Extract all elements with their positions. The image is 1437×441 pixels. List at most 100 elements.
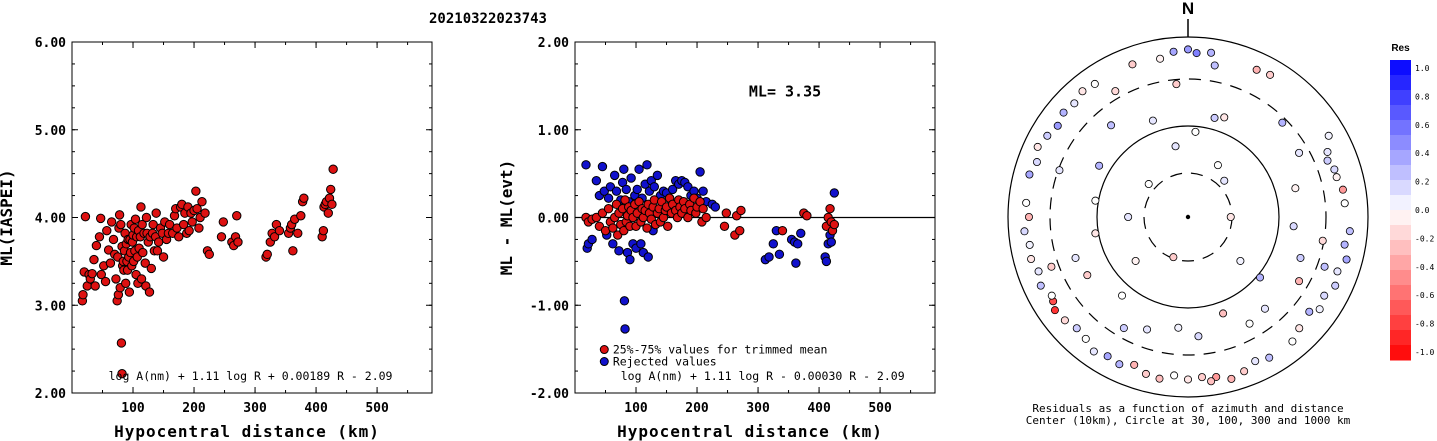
ml-annotation: ML= 3.35: [749, 82, 821, 100]
data-point: [144, 287, 155, 297]
colorbar-cell: [1390, 120, 1411, 136]
residual-point: [1323, 147, 1332, 156]
residual-point: [1148, 116, 1157, 125]
data-point: [178, 219, 189, 230]
data-point: [233, 237, 243, 247]
colorbar-cell: [1390, 240, 1411, 256]
rejected-point: [619, 164, 629, 174]
colorbar-tick-label: -1.0: [1415, 348, 1434, 357]
residual-point: [1053, 121, 1062, 130]
data-point: [136, 274, 147, 284]
residual-point: [1070, 99, 1079, 108]
circle-100km: [1096, 125, 1280, 309]
residual-point: [1091, 229, 1100, 238]
trimmed-mean-point: [698, 204, 708, 214]
residual-point: [1025, 240, 1034, 249]
y-tick-label: 3.00: [35, 299, 66, 314]
residual-point: [1111, 87, 1120, 96]
colorbar-cell: [1390, 180, 1411, 196]
residual-point: [1288, 337, 1297, 346]
data-point: [232, 211, 242, 221]
residual-point: [1156, 54, 1165, 63]
rejected-point: [643, 252, 653, 262]
data-point: [216, 232, 227, 242]
data-point: [299, 193, 309, 203]
residual-point: [1130, 360, 1139, 369]
trimmed-mean-point: [663, 221, 673, 231]
plot-frame: [71, 41, 433, 394]
colorbar-cell: [1390, 210, 1411, 226]
colorbar-tick-label: 0.2: [1415, 178, 1430, 187]
colorbar-cell: [1390, 75, 1411, 91]
data-point: [293, 228, 303, 238]
x-tick-label: 100: [121, 401, 145, 416]
residual-point: [1340, 240, 1349, 249]
y-axis-label: ML(IASPEI): [0, 169, 16, 265]
residual-point: [1022, 198, 1031, 207]
residual-point: [1252, 65, 1261, 74]
residual-point: [1213, 161, 1222, 170]
colorbar-cell: [1390, 135, 1411, 151]
residual-point: [1226, 212, 1235, 221]
residual-point: [1155, 374, 1164, 383]
colorbar-cell: [1390, 225, 1411, 241]
colorbar-cell: [1390, 330, 1411, 346]
residual-point: [1289, 222, 1298, 231]
rejected-point: [581, 160, 591, 170]
residual-point: [1103, 352, 1112, 361]
rejected-point: [791, 258, 801, 268]
x-tick-label: 200: [182, 401, 206, 416]
rejected-point: [626, 173, 636, 183]
legend-label: 25%-75% values for trimmed mean: [613, 343, 828, 357]
residual-point: [1342, 255, 1351, 264]
residual-point: [1071, 253, 1080, 262]
data-point: [262, 249, 272, 260]
y-tick-label: 2.00: [538, 36, 569, 51]
residual-point: [1174, 323, 1183, 332]
residual-point: [1141, 369, 1150, 378]
x-tick-label: 500: [365, 401, 389, 416]
data-point: [328, 164, 338, 174]
data-point: [218, 217, 229, 227]
residual-point: [1124, 212, 1133, 221]
residual-point: [1210, 61, 1219, 70]
data-point: [124, 287, 135, 297]
residual-point: [1194, 332, 1203, 341]
colorbar-cell: [1390, 165, 1411, 181]
residual-point: [1043, 131, 1052, 140]
trimmed-mean-point: [736, 205, 746, 216]
residual-point: [1240, 367, 1249, 376]
colorbar-tick-label: 0.0: [1415, 206, 1430, 215]
residual-point: [1089, 347, 1098, 356]
trimmed-mean-point: [825, 204, 835, 214]
data-point: [120, 278, 131, 289]
residual-point: [1115, 360, 1124, 369]
residual-point: [1266, 70, 1275, 79]
residual-point: [1323, 156, 1332, 165]
colorbar-cell: [1390, 315, 1411, 331]
residual-point: [1083, 271, 1092, 280]
residual-point: [1091, 196, 1100, 205]
trimmed-mean-point: [701, 212, 711, 223]
formula-label: log A(nm) + 1.11 log R - 0.00030 R - 2.0…: [621, 369, 905, 383]
colorbar: Res 1.0 0.8 0.6 0.4 0.2 0.0 -0.2 -0.4 -0.6 -0.8 -1.…: [1390, 43, 1434, 361]
figure-title: 20210322023743: [429, 11, 547, 27]
legend-marker: [599, 345, 609, 355]
residual-point: [1191, 127, 1200, 136]
rejected-point: [632, 184, 642, 195]
data-point: [138, 247, 148, 258]
residual-point: [1278, 118, 1287, 127]
residual-point: [1291, 184, 1300, 193]
data-point: [117, 368, 127, 379]
residual-point: [1227, 374, 1236, 383]
rejected-point: [587, 234, 597, 245]
y-tick-label: 2.00: [35, 387, 66, 402]
caption-line-2: Center (10km), Circle at 30, 100, 300 an…: [1026, 414, 1351, 427]
residual-point: [1060, 316, 1069, 325]
rejected-point: [698, 186, 708, 196]
residual-point: [1128, 60, 1137, 69]
residual-point: [1315, 305, 1324, 314]
y-tick-label: 6.00: [35, 36, 66, 51]
data-point: [140, 258, 150, 268]
rejected-point: [609, 170, 620, 181]
